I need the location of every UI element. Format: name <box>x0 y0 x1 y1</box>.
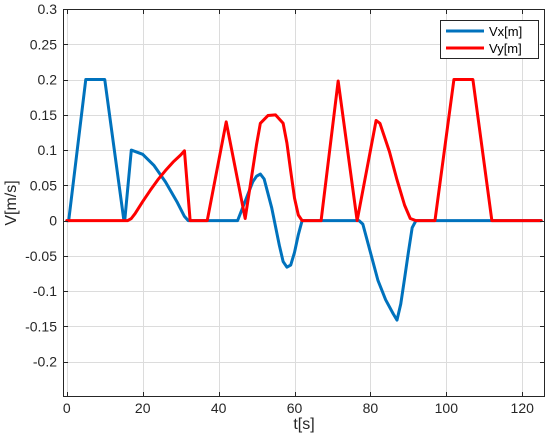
y-tick-label: -0.2 <box>33 354 57 370</box>
y-tick-label: 0.25 <box>30 36 57 52</box>
y-tick-label: 0.3 <box>38 1 58 17</box>
series-line-0 <box>65 78 543 322</box>
y-tick-label: 0.2 <box>38 72 58 88</box>
plot-area <box>63 9 545 397</box>
x-tick-label: 40 <box>211 400 227 416</box>
y-tick-label: 0.15 <box>30 107 57 123</box>
y-tick-label: 0.05 <box>30 177 57 193</box>
x-tick-label: 20 <box>135 400 151 416</box>
x-tick-label: 100 <box>435 400 459 416</box>
y-tick-label: 0.1 <box>38 142 58 158</box>
legend-box <box>440 20 539 59</box>
x-axis-label: t[s] <box>293 416 314 433</box>
y-tick-label: -0.1 <box>33 283 57 299</box>
y-tick-label: -0.15 <box>25 318 57 334</box>
y-tick-label: 0 <box>49 213 57 229</box>
x-tick-label: 0 <box>63 400 71 416</box>
legend-label-0: Vx[m] <box>489 24 522 39</box>
y-tick-label: -0.05 <box>25 248 57 264</box>
x-tick-label: 120 <box>511 400 535 416</box>
x-tick-label: 60 <box>287 400 303 416</box>
series-line-1 <box>65 78 543 223</box>
x-tick-label: 80 <box>363 400 379 416</box>
axes-box <box>63 9 545 397</box>
tick-marks <box>63 9 545 397</box>
legend: Vx[m] Vy[m] <box>440 20 539 59</box>
legend-label-1: Vy[m] <box>489 41 522 56</box>
y-axis-label: V[m/s] <box>3 180 20 225</box>
